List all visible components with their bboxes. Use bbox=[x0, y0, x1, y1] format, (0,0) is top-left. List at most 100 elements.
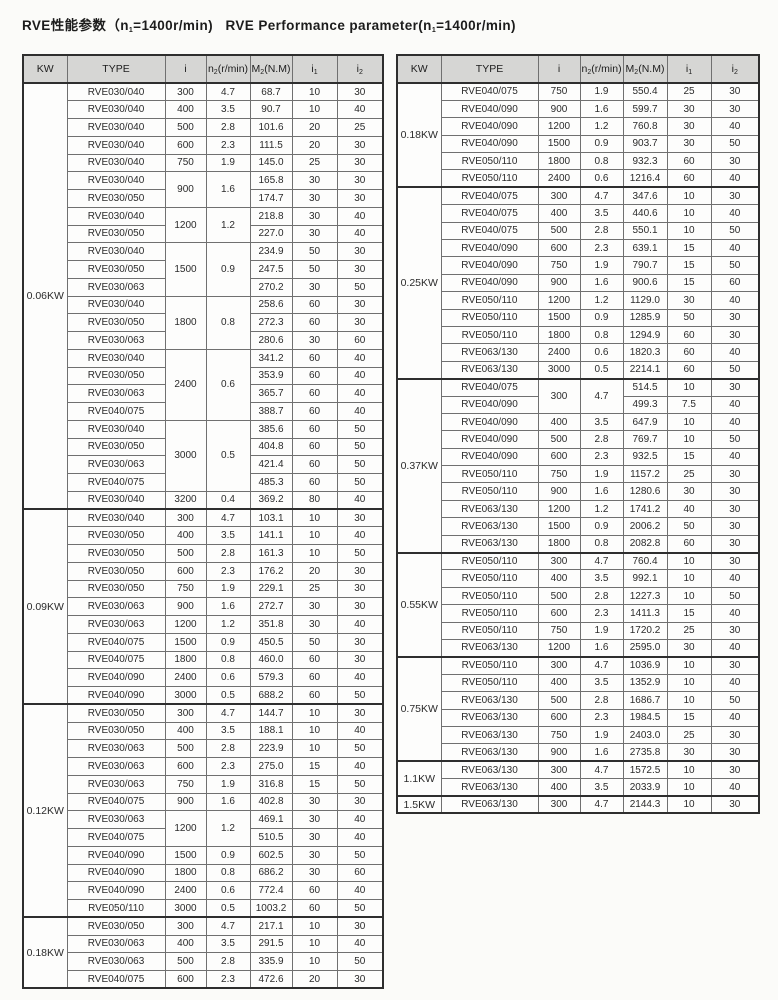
table-row: RVE040/090 1800 0.8 686.2 30 60 bbox=[23, 863, 384, 883]
type-cell: RVE050/110 bbox=[440, 465, 539, 484]
n2-cell: 3.5 bbox=[205, 526, 251, 545]
i2-cell: 50 bbox=[336, 437, 384, 457]
n2-cell: 1.6 bbox=[579, 273, 624, 293]
i2-cell: 30 bbox=[710, 743, 760, 762]
m2-cell: 903.7 bbox=[622, 134, 668, 154]
i2-cell: 60 bbox=[336, 863, 384, 883]
type-cell: RVE030/063 bbox=[66, 739, 166, 758]
i-cell: 1800 bbox=[164, 295, 207, 350]
m2-cell: 227.0 bbox=[249, 224, 293, 244]
m2-cell: 218.8 bbox=[249, 206, 293, 226]
i2-cell: 50 bbox=[336, 277, 384, 297]
m2-cell: 165.8 bbox=[249, 171, 293, 190]
n2-cell: 4.7 bbox=[205, 703, 251, 723]
i-cell: 900 bbox=[537, 743, 581, 762]
table-row: RVE040/090 1200 1.2 760.8 30 40 bbox=[397, 117, 760, 136]
i-cell: 1200 bbox=[537, 291, 581, 310]
type-cell: RVE030/050 bbox=[66, 224, 166, 244]
m2-cell: 510.5 bbox=[249, 828, 293, 847]
i1-cell: 50 bbox=[291, 632, 338, 652]
i2-cell: 30 bbox=[710, 308, 760, 327]
type-cell: RVE063/130 bbox=[440, 343, 539, 362]
header-row: KW TYPE i n2(r/min) M2(N.M) i1 i2 bbox=[22, 54, 384, 84]
i2-cell: 30 bbox=[336, 561, 384, 581]
m2-cell: 275.0 bbox=[249, 757, 293, 776]
m2-cell: 1003.2 bbox=[249, 899, 293, 918]
i1-cell: 30 bbox=[291, 189, 338, 208]
i1-cell: 30 bbox=[666, 291, 712, 310]
table-row: RVE030/040 500 2.8 101.6 20 25 bbox=[23, 118, 384, 137]
i1-cell: 60 bbox=[291, 419, 338, 439]
i2-cell: 40 bbox=[336, 224, 384, 244]
i2-cell: 40 bbox=[710, 239, 760, 258]
i2-cell: 30 bbox=[710, 325, 760, 345]
n2-cell: 0.9 bbox=[579, 308, 624, 327]
type-cell: RVE040/075 bbox=[66, 473, 166, 492]
i1-cell: 10 bbox=[666, 430, 712, 449]
table-row: RVE030/040 900 1.6 165.8 30 30 bbox=[23, 171, 384, 208]
table-row: RVE063/130 500 2.8 1686.7 10 50 bbox=[397, 691, 760, 710]
i2-cell: 30 bbox=[336, 579, 384, 599]
i2-cell: 40 bbox=[710, 569, 760, 588]
type-cell: RVE030/050 bbox=[66, 313, 166, 332]
i-cell: 1200 bbox=[164, 615, 207, 634]
i1-cell: 60 bbox=[291, 650, 338, 670]
n2-cell: 0.8 bbox=[579, 534, 624, 554]
m2-cell: 900.6 bbox=[622, 273, 668, 293]
table-row: RVE030/040 750 1.9 145.0 25 30 bbox=[23, 153, 384, 173]
i2-cell: 30 bbox=[710, 655, 760, 675]
i-cell: 500 bbox=[164, 544, 207, 563]
type-cell: RVE050/110 bbox=[440, 569, 539, 588]
table-row: RVE040/075 1500 0.9 450.5 50 30 bbox=[23, 632, 384, 652]
table-row: 0.09KW RVE030/040 300 4.7 103.1 10 30 bbox=[22, 507, 384, 705]
i2-cell: 50 bbox=[710, 586, 760, 606]
type-cell: RVE040/090 bbox=[66, 863, 166, 883]
table-row: RVE050/110 400 3.5 1352.9 10 40 bbox=[397, 673, 760, 693]
n2-cell: 1.2 bbox=[205, 615, 251, 634]
table-row: RVE063/130 1200 1.6 2595.0 30 40 bbox=[397, 638, 760, 658]
type-cell: RVE040/075 bbox=[440, 81, 539, 101]
type-cell: RVE030/040 bbox=[66, 100, 166, 119]
i2-cell: 50 bbox=[710, 691, 760, 710]
i1-cell: 10 bbox=[291, 100, 338, 119]
n2-cell: 2.3 bbox=[205, 757, 251, 776]
table-row: RVE030/063 500 2.8 335.9 10 50 bbox=[23, 952, 384, 971]
i1-cell: 10 bbox=[666, 551, 712, 571]
i1-cell: 20 bbox=[291, 118, 338, 137]
i-cell: 300 bbox=[164, 703, 207, 723]
table-row: RVE030/050 404.8 60 50 bbox=[23, 437, 384, 457]
n2-cell: 2.8 bbox=[205, 544, 251, 563]
type-cell: RVE030/050 bbox=[66, 366, 166, 386]
i-cell: 1500 bbox=[164, 242, 207, 297]
performance-table-right: KW TYPE i n2(r/min) M2(N.M) i1 i2 0.18KW RVE040… bbox=[396, 54, 760, 815]
i-cell: 600 bbox=[164, 757, 207, 776]
kw-cell: 0.18KW bbox=[396, 81, 442, 188]
m2-cell: 2144.3 bbox=[622, 794, 668, 814]
n2-cell: 1.9 bbox=[579, 81, 624, 101]
table-row: RVE063/130 900 1.6 2735.8 30 30 bbox=[397, 743, 760, 762]
i1-cell: 30 bbox=[666, 743, 712, 762]
table-row: RVE040/090 750 1.9 790.7 15 50 bbox=[397, 256, 760, 275]
kw-cell: 1.5KW bbox=[396, 794, 442, 814]
i1-cell: 10 bbox=[291, 934, 338, 954]
i-cell: 300 bbox=[164, 508, 207, 528]
table-row: RVE063/130 750 1.9 2403.0 25 30 bbox=[397, 725, 760, 745]
i1-cell: 10 bbox=[666, 655, 712, 675]
type-cell: RVE063/130 bbox=[440, 638, 539, 658]
n2-cell: 0.8 bbox=[205, 650, 251, 670]
type-cell: RVE030/040 bbox=[66, 171, 166, 190]
m2-cell: 280.6 bbox=[249, 331, 293, 350]
m2-cell: 2082.8 bbox=[622, 534, 668, 554]
type-cell: RVE040/075 bbox=[66, 632, 166, 652]
i1-cell: 60 bbox=[666, 152, 712, 171]
i1-cell: 30 bbox=[291, 277, 338, 297]
n2-cell: 1.9 bbox=[579, 725, 624, 745]
m2-cell: 472.6 bbox=[249, 970, 293, 989]
table-row: RVE040/075 485.3 60 50 bbox=[23, 473, 384, 492]
type-cell: RVE030/040 bbox=[66, 295, 166, 315]
col-header-m2: M2(N.M) bbox=[249, 54, 293, 84]
n2-cell: 3.5 bbox=[579, 778, 624, 797]
type-cell: RVE063/130 bbox=[440, 794, 539, 814]
m2-cell: 1572.5 bbox=[622, 760, 668, 780]
i-cell: 900 bbox=[537, 273, 581, 293]
